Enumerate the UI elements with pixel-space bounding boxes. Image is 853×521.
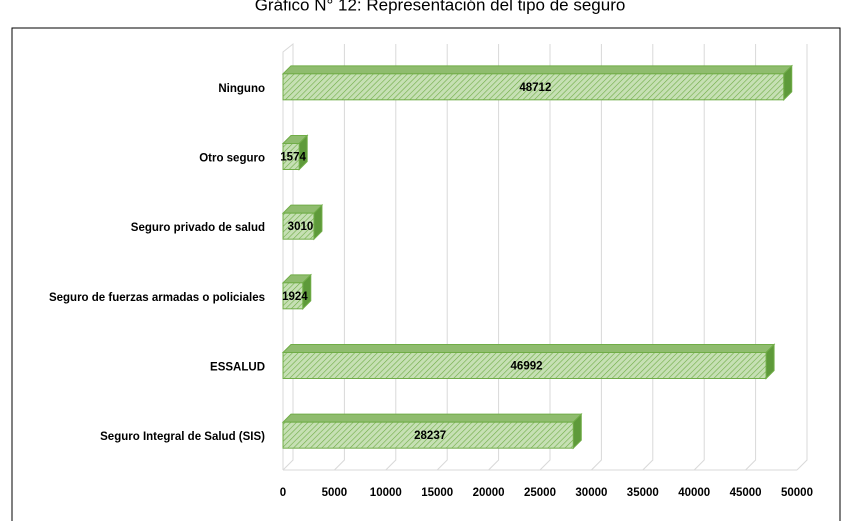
grid-line — [488, 44, 500, 471]
back-wall-edge — [282, 42, 294, 470]
y-tick-label: ESSALUD — [210, 362, 265, 374]
data-label: 28237 — [414, 430, 446, 442]
grid-line — [539, 44, 551, 471]
bar — [281, 203, 324, 241]
grid-line — [642, 44, 654, 471]
data-label: 48712 — [519, 82, 551, 94]
bar — [281, 343, 776, 380]
grid-line — [591, 44, 602, 471]
x-tick-label: 25000 — [524, 487, 556, 499]
y-tick-label: Seguro Integral de Salud (SIS) — [100, 431, 265, 443]
grid-line — [745, 44, 757, 471]
x-tick-label: 10000 — [370, 487, 402, 499]
x-tick-label: 20000 — [473, 487, 505, 499]
x-tick-label: 30000 — [575, 487, 607, 499]
chart-border — [11, 27, 841, 521]
x-tick-label: 35000 — [627, 487, 659, 499]
bar — [281, 412, 583, 450]
x-tick-label: 5000 — [322, 487, 348, 499]
x-tick-label: 40000 — [678, 487, 710, 499]
grid-line — [334, 44, 345, 471]
y-tick-label: Seguro de fuerzas armadas o policiales — [49, 292, 265, 304]
y-tick-label: Seguro privado de salud — [131, 222, 265, 234]
bar — [281, 64, 793, 102]
bar — [281, 134, 309, 171]
data-label: 3010 — [288, 221, 314, 233]
grid-line — [385, 44, 397, 471]
y-tick-label: Ninguno — [218, 83, 265, 95]
y-tick-label: Otro seguro — [199, 153, 265, 165]
grid-line — [796, 44, 808, 471]
x-tick-label: 15000 — [421, 487, 453, 499]
x-tick-label: 0 — [280, 487, 286, 499]
grid-line — [436, 44, 448, 471]
x-tick-label: 50000 — [781, 487, 813, 499]
data-label: 1924 — [282, 291, 308, 303]
bar — [281, 273, 312, 311]
x-tick-label: 45000 — [730, 487, 762, 499]
data-label: 1574 — [280, 152, 306, 164]
grid-line — [693, 44, 705, 471]
data-label: 46992 — [511, 361, 543, 373]
chart-title: Gráfico N° 12: Representación del tipo d… — [255, 0, 626, 14]
grid-line — [282, 44, 294, 471]
